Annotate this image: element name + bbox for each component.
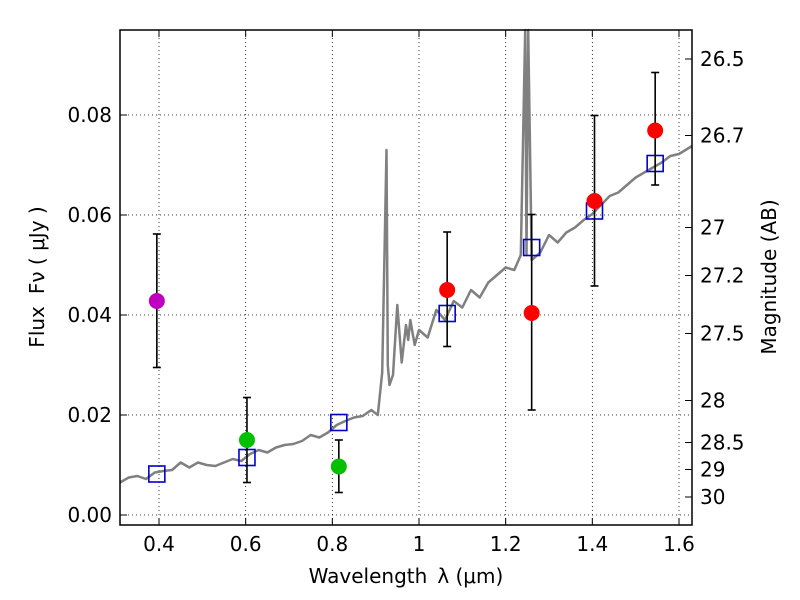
photometry-point [647,122,664,139]
x-tick-label: 1.4 [576,532,608,556]
axis-ticks: 0.4 0.6 0.8 1 1.2 1.4 1.6 0.00 0.02 0.04 0.06 0.08 2… [67,30,745,556]
model-band-series [148,154,664,483]
x-axis-label: Wavelength [309,564,428,588]
grid-lines [120,30,692,525]
y2-axis-title: Magnitude (AB) [757,199,781,354]
y2-tick-label: 27.5 [700,322,745,346]
y2-tick-label: 30 [700,485,725,509]
y-tick-label: 0.04 [67,303,112,327]
x-axis-title: Wavelength λ (μm) [309,564,504,588]
x-tick-label: 0.6 [230,532,262,556]
y-tick-label: 0.02 [67,403,112,427]
y2-tick-label: 26.5 [700,47,745,71]
x-tick-label: 1.6 [663,532,695,556]
photometry-point [238,432,255,448]
y2-tick-label: 27.2 [700,264,745,288]
model-band-square [148,465,166,483]
y-axis-symbol: Fν ( μJy ) [25,206,49,294]
y-tick-label: 0.08 [67,103,112,127]
photometry-series [148,71,664,494]
spectrum-line [119,28,693,484]
y2-tick-label: 29 [700,458,725,482]
photometry-point [148,293,165,309]
plot-frame [119,29,693,526]
y2-tick-label: 26.7 [700,124,745,148]
y2-tick-label: 28 [700,389,725,413]
y2-tick-label: 28.5 [700,431,745,455]
photometry-point [439,282,456,298]
x-tick-label: 1 [413,532,426,556]
photometry-point [523,305,540,321]
photometry-point [586,193,603,209]
y-tick-label: 0.00 [67,503,112,527]
spectrum-series [119,28,693,484]
x-tick-label: 0.8 [316,532,348,556]
y-axis-label: Flux [25,306,49,348]
x-tick-label: 1.2 [490,532,522,556]
y-axis-title: Flux Fν ( μJy ) [25,206,49,347]
photometry-point [330,458,347,475]
y-tick-label: 0.06 [67,203,112,227]
x-tick-label: 0.4 [143,532,175,556]
model-band-square [330,413,348,432]
x-axis-symbol: λ (μm) [437,564,503,588]
y2-tick-label: 27 [700,216,725,240]
